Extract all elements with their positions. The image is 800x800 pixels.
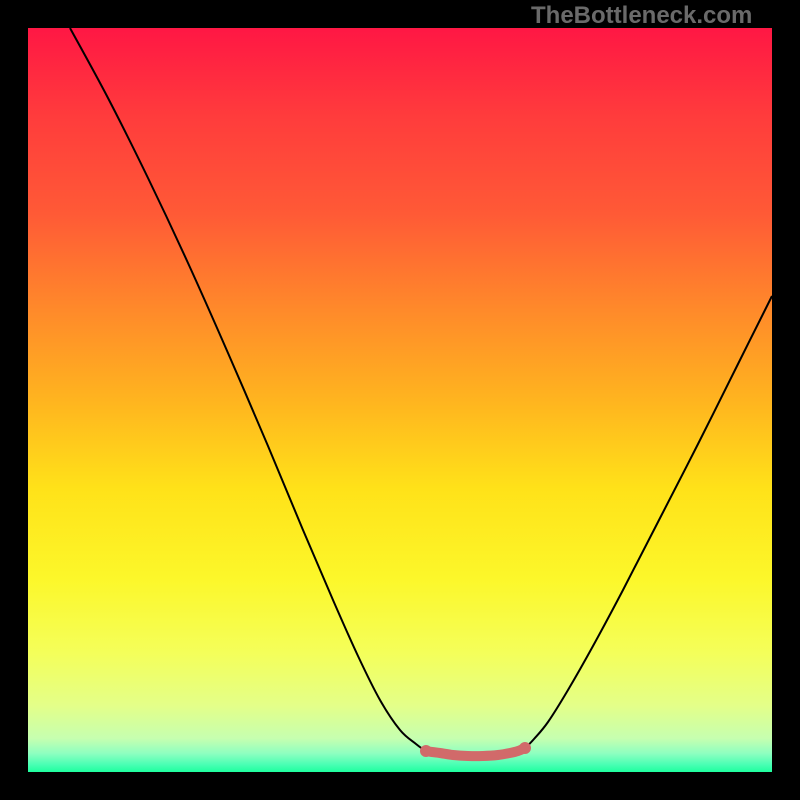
canvas: TheBottleneck.com	[0, 0, 800, 800]
flat-zone-end-dot	[519, 742, 531, 754]
watermark-text: TheBottleneck.com	[531, 2, 752, 30]
gradient-background	[28, 28, 772, 772]
plot-area	[28, 28, 772, 772]
chart-svg	[28, 28, 772, 772]
flat-zone-start-dot	[420, 745, 432, 757]
